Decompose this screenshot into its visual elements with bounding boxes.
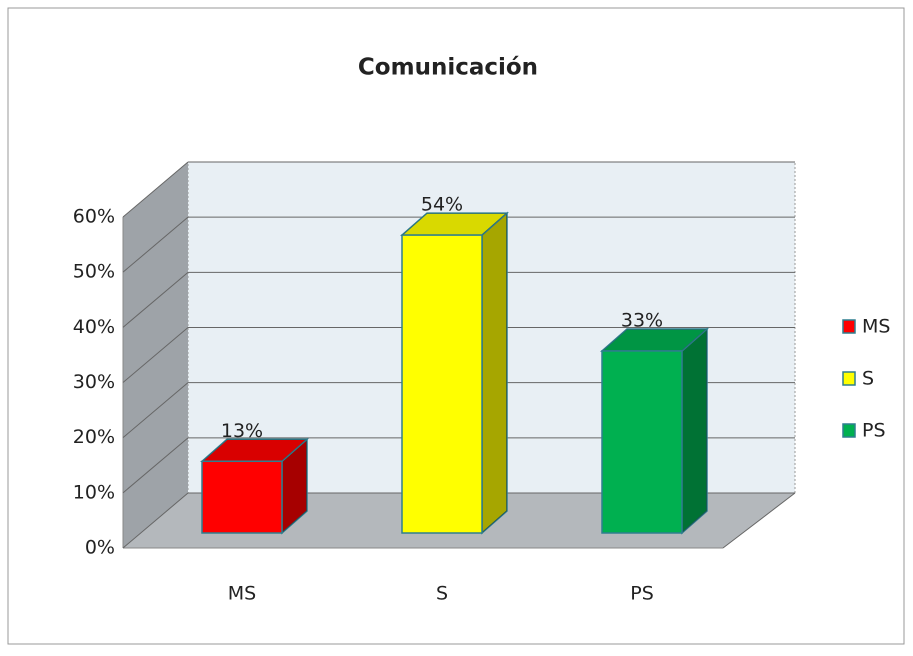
bar-top-shade — [602, 328, 707, 351]
y-tick-label: 10% — [73, 481, 115, 503]
grid-line-side — [122, 216, 189, 273]
grid-line-side — [122, 382, 189, 439]
bar-top-shade — [202, 439, 307, 462]
bar-side-shade — [282, 439, 307, 533]
floor-edge — [722, 492, 796, 549]
x-tick-label: S — [436, 583, 448, 605]
bar-side-shade — [482, 213, 507, 533]
bar-side-shade — [682, 328, 707, 533]
grid-line-side — [122, 492, 189, 549]
bar — [201, 460, 283, 534]
bar-top-shade — [402, 213, 507, 236]
value-label: 33% — [621, 309, 663, 331]
y-tick-label: 0% — [85, 537, 115, 559]
bar — [601, 350, 683, 534]
legend-swatch — [842, 423, 856, 438]
y-tick-label: 20% — [73, 426, 115, 448]
bar — [401, 234, 483, 534]
value-label: 54% — [421, 194, 463, 216]
legend-swatch — [842, 319, 856, 334]
grid-line-side — [122, 161, 189, 218]
value-label: 13% — [221, 420, 263, 442]
y-tick-label: 40% — [73, 316, 115, 338]
legend-label: MS — [862, 316, 890, 338]
y-tick-label: 30% — [73, 371, 115, 393]
y-tick-label: 50% — [73, 261, 115, 283]
grid-line-side — [122, 327, 189, 383]
chart-title: Comunicación — [358, 55, 538, 81]
x-tick-label: PS — [630, 583, 654, 605]
legend-label: PS — [862, 420, 886, 442]
y-tick-label: 60% — [73, 206, 115, 228]
grid-line-side — [122, 437, 189, 494]
grid-line-side — [122, 271, 189, 328]
legend-swatch — [842, 371, 856, 386]
x-tick-label: MS — [228, 583, 256, 605]
legend-label: S — [862, 368, 874, 390]
